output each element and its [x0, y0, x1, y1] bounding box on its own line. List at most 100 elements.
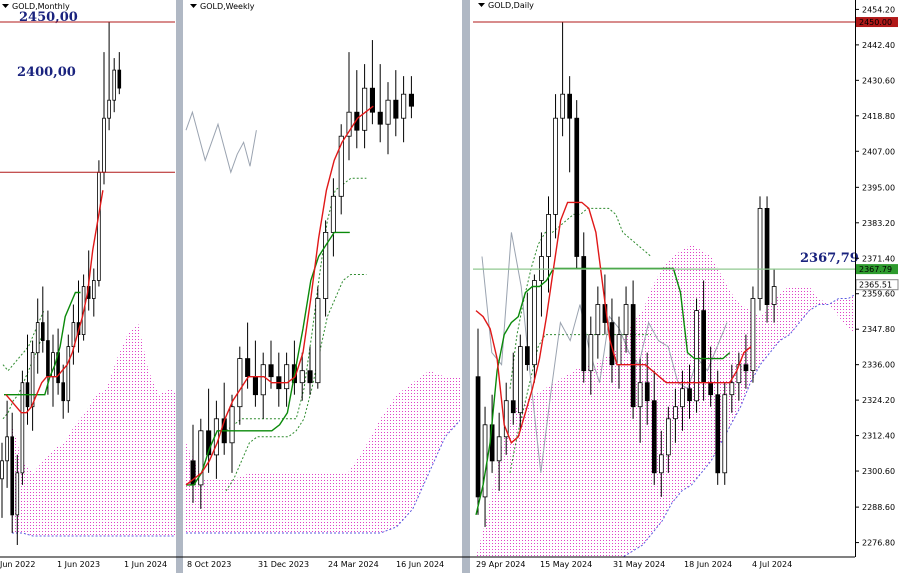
daily-y-tick-12: 2312.40 [862, 432, 895, 441]
daily-candle-25 [651, 400, 657, 474]
weekly-x-tick-3: 16 Jun 2024 [396, 560, 444, 569]
panel-separator-2 [462, 0, 470, 573]
monthly-x-tick-2: 1 Jun 2024 [124, 560, 167, 569]
daily-candle-20 [616, 334, 622, 366]
daily-candle-19 [609, 322, 615, 366]
monthly-candle-19 [97, 171, 101, 281]
daily-candle-5 [510, 400, 516, 414]
daily-y-tick-14: 2288.60 [862, 503, 895, 512]
daily-plot [475, 22, 855, 557]
weekly-candle-6 [237, 358, 243, 408]
daily-y-tick-0: 2454.20 [862, 5, 895, 14]
weekly-title-marker [190, 4, 197, 8]
daily-y-tick-4: 2407.00 [862, 147, 895, 156]
price-tag-2450: 2450.00 [859, 18, 892, 27]
weekly-candle-28 [408, 93, 414, 107]
monthly-candle-20 [102, 117, 106, 173]
monthly-candle-4 [20, 382, 25, 474]
monthly-candle-6 [30, 352, 35, 408]
price-tag-2365: 2365.51 [859, 281, 892, 290]
monthly-x-tick-1: 1 Jun 2023 [57, 560, 100, 569]
weekly-cloud [186, 370, 460, 533]
weekly-candle-5 [229, 406, 235, 444]
monthly-candle-2 [10, 436, 15, 516]
daily-candle-27 [666, 418, 671, 456]
monthly-candle-8 [41, 322, 45, 342]
weekly-candle-22 [362, 87, 368, 131]
daily-candle-28 [673, 406, 678, 420]
daily-x-tick-3: 18 Jun 2024 [684, 560, 732, 569]
monthly-candle-22 [112, 69, 117, 101]
weekly-candle-23 [369, 87, 375, 113]
daily-candle-15 [581, 256, 587, 372]
daily-candle-4 [503, 400, 509, 438]
daily-y-tick-13: 2300.60 [862, 467, 895, 476]
monthly-candle-18 [92, 280, 96, 299]
daily-candle-40 [757, 207, 763, 299]
weekly-candle-27 [401, 93, 407, 119]
price-tag-2367: 2367.79 [859, 265, 892, 274]
weekly-candle-15 [307, 370, 313, 384]
monthly-candle-9 [46, 340, 50, 378]
daily-candle-23 [637, 382, 643, 408]
monthly-cloud-edge [12, 532, 175, 537]
weekly-candle-1 [198, 430, 204, 486]
daily-candle-16 [588, 334, 594, 372]
price-tag-2450-box [856, 17, 898, 28]
daily-candle-36 [729, 382, 735, 396]
daily-tenkan [475, 201, 752, 444]
weekly-candle-17 [323, 231, 329, 299]
daily-candle-11 [553, 117, 558, 215]
weekly-candle-19 [338, 135, 344, 197]
weekly-plot [185, 40, 460, 534]
weekly-candle-25 [385, 99, 391, 125]
daily-price-axis: 2454.20 2442.40 2430.60 2418.80 2407.00 2395.… [855, 5, 899, 548]
daily-x-tick-4: 4 Jul 2024 [752, 560, 792, 569]
weekly-candle-14 [299, 370, 305, 384]
daily-candle-35 [722, 394, 728, 474]
weekly-panel: GOLD,Weekly 8 Oct 2023 31 Dec 2023 24 Ma… [185, 2, 460, 569]
weekly-chikou [185, 110, 257, 174]
daily-candle-12 [560, 93, 566, 119]
weekly-title: GOLD,Weekly [200, 2, 255, 11]
monthly-cloud [12, 322, 175, 536]
monthly-x-tick-0: Jun 2022 [0, 560, 35, 569]
weekly-lower-band [225, 274, 367, 492]
daily-candle-30 [687, 388, 692, 402]
daily-cloud-edge [476, 293, 855, 557]
panel-separator-1 [176, 0, 183, 573]
daily-y-tick-11: 2324.20 [862, 396, 895, 405]
monthly-candle-0 [0, 460, 4, 480]
daily-candle-24 [644, 382, 650, 402]
monthly-candle-3 [15, 472, 20, 516]
weekly-candle-9 [260, 364, 266, 396]
daily-x-tick-1: 15 May 2024 [540, 560, 592, 569]
monthly-candle-21 [107, 99, 111, 119]
weekly-candle-24 [377, 111, 383, 125]
daily-panel: GOLD,Daily 2367,79 29 Apr 2024 15 May 20… [473, 1, 899, 569]
daily-candle-14 [574, 117, 580, 257]
weekly-candle-7 [245, 358, 251, 378]
daily-candle-22 [630, 304, 636, 408]
weekly-candle-26 [393, 99, 399, 119]
price-tag-2367-box [856, 264, 898, 275]
weekly-x-tick-0: 8 Oct 2023 [187, 560, 231, 569]
daily-y-tick-1: 2442.40 [862, 41, 895, 50]
daily-candle-26 [659, 454, 664, 474]
daily-y-tick-2: 2430.60 [862, 76, 895, 85]
monthly-candle-13 [66, 346, 71, 402]
monthly-candle-7 [35, 322, 40, 354]
daily-title-marker [478, 3, 485, 7]
monthly-title-marker [2, 4, 9, 8]
monthly-kijun [4, 291, 81, 396]
daily-candle-17 [595, 304, 601, 336]
weekly-candle-12 [284, 364, 290, 390]
daily-candle-42 [771, 286, 777, 305]
level-label-2367: 2367,79 [800, 251, 859, 266]
weekly-candle-20 [346, 111, 352, 137]
monthly-title: GOLD,Monthly [12, 2, 70, 11]
daily-candle-10 [546, 213, 551, 257]
weekly-candle-21 [354, 111, 360, 131]
weekly-candle-10 [268, 364, 274, 378]
monthly-candle-1 [5, 436, 9, 462]
